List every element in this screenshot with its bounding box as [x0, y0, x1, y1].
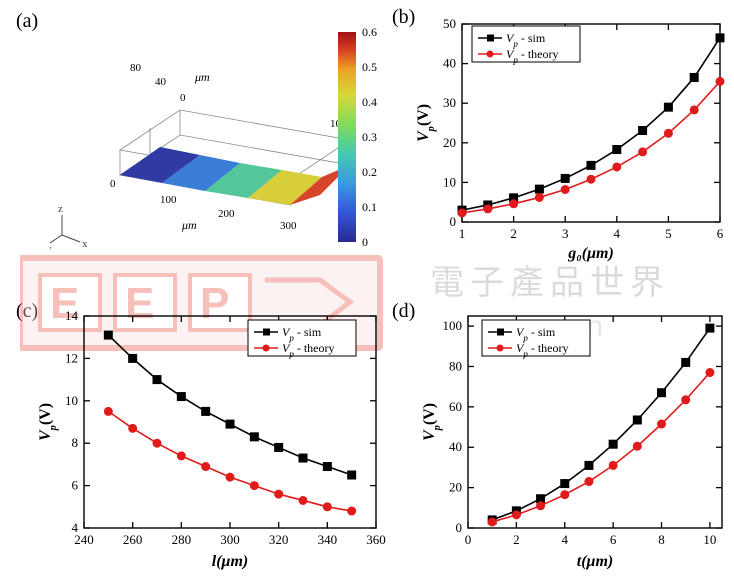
svg-text:300: 300 — [220, 532, 240, 547]
svg-text:80: 80 — [449, 358, 462, 373]
surface-gradient — [120, 147, 350, 205]
svg-text:10: 10 — [703, 532, 716, 547]
svg-text:t(μm): t(μm) — [577, 553, 613, 570]
svg-text:0.3: 0.3 — [362, 130, 377, 144]
svg-text:320: 320 — [269, 532, 289, 547]
svg-text:l(μm): l(μm) — [212, 553, 248, 570]
svg-text:8: 8 — [658, 532, 665, 547]
svg-text:340: 340 — [318, 532, 338, 547]
svg-text:12: 12 — [65, 350, 78, 365]
svg-text:80: 80 — [130, 62, 142, 74]
svg-text:z: z — [58, 203, 63, 215]
svg-text:50: 50 — [443, 16, 456, 31]
svg-text:4: 4 — [614, 226, 621, 241]
chart-d: 0246810020406080100t(μm)Vp(V)Vp - simVp … — [412, 302, 732, 570]
svg-text:2: 2 — [510, 226, 516, 241]
svg-text:60: 60 — [449, 399, 462, 414]
svg-text:0.5: 0.5 — [362, 60, 377, 74]
svg-text:6: 6 — [72, 478, 79, 493]
svg-text:280: 280 — [172, 532, 192, 547]
svg-text:20: 20 — [443, 135, 456, 150]
svg-text:100: 100 — [443, 318, 463, 333]
svg-text:8: 8 — [72, 435, 79, 450]
svg-text:0: 0 — [180, 92, 186, 104]
svg-text:1: 1 — [459, 226, 466, 241]
svg-text:Vp(V): Vp(V) — [421, 403, 443, 441]
svg-text:0: 0 — [456, 520, 463, 535]
panel-a-colorbar: 0 0.1 0.2 0.3 0.4 0.5 0.6 — [338, 22, 398, 262]
svg-text:100: 100 — [160, 194, 177, 206]
svg-text:6: 6 — [610, 532, 617, 547]
svg-text:0: 0 — [110, 178, 116, 190]
svg-text:300: 300 — [280, 220, 297, 232]
svg-text:40: 40 — [443, 56, 456, 71]
svg-text:14: 14 — [65, 308, 79, 323]
svg-text:0: 0 — [362, 235, 368, 249]
chart-b: 12345601020304050g₀(μm)Vp(V)Vp - simVp -… — [410, 12, 730, 262]
svg-text:0.6: 0.6 — [362, 25, 377, 39]
chart-c: 240260280300320340360468101214l(μm)Vp(V)… — [30, 302, 390, 570]
svg-text:260: 260 — [123, 532, 142, 547]
svg-text:0: 0 — [465, 532, 472, 547]
svg-text:30: 30 — [443, 95, 456, 110]
svg-text:μm: μm — [181, 218, 197, 232]
watermark-text-1: 電子產品世界 — [430, 255, 670, 304]
svg-text:6: 6 — [717, 226, 724, 241]
svg-text:g₀(μm): g₀(μm) — [567, 245, 614, 262]
svg-text:0.4: 0.4 — [362, 95, 377, 109]
svg-text:10: 10 — [443, 174, 456, 189]
svg-text:x: x — [82, 238, 88, 250]
svg-text:y: y — [50, 243, 52, 255]
svg-text:200: 200 — [218, 208, 235, 220]
svg-text:Vp(V): Vp(V) — [415, 104, 437, 142]
svg-text:4: 4 — [562, 532, 569, 547]
svg-text:4: 4 — [72, 520, 79, 535]
svg-text:20: 20 — [449, 480, 462, 495]
svg-text:3: 3 — [562, 226, 569, 241]
svg-text:40: 40 — [155, 76, 167, 88]
svg-text:0.1: 0.1 — [362, 200, 377, 214]
svg-text:360: 360 — [366, 532, 386, 547]
svg-text:0: 0 — [450, 214, 457, 229]
svg-text:Vp(V): Vp(V) — [37, 403, 59, 441]
svg-text:5: 5 — [665, 226, 672, 241]
label-a: (a) — [16, 10, 38, 33]
svg-text:40: 40 — [449, 439, 462, 454]
svg-text:μm: μm — [194, 70, 210, 84]
svg-text:2: 2 — [513, 532, 520, 547]
svg-text:0.2: 0.2 — [362, 165, 377, 179]
svg-text:10: 10 — [65, 393, 78, 408]
